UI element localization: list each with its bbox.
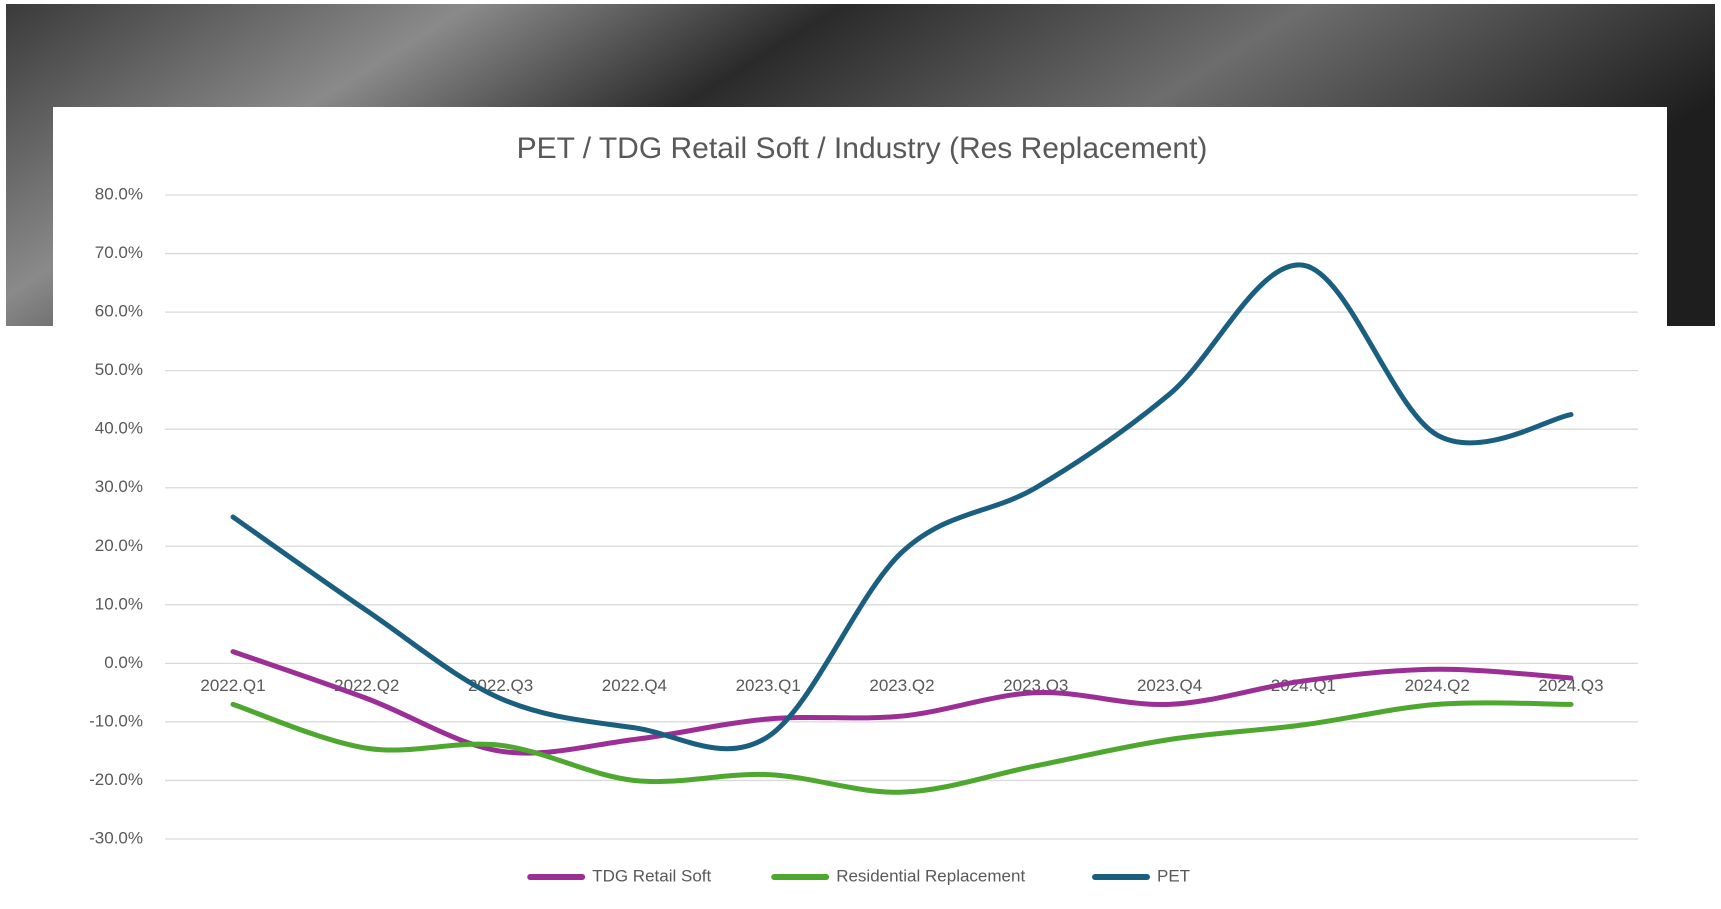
y-tick-label: 20.0% [95,536,143,555]
y-tick-label: 40.0% [95,419,143,438]
x-tick-label: 2022.Q4 [602,676,667,695]
x-tick-label: 2023.Q3 [1003,676,1068,695]
legend-label: Residential Replacement [836,866,1025,885]
x-tick-label: 2023.Q4 [1137,676,1202,695]
y-tick-label: 10.0% [95,594,143,613]
x-tick-label: 2022.Q1 [200,676,265,695]
x-tick-label: 2023.Q2 [869,676,934,695]
legend-label: PET [1157,866,1190,885]
chart-panel [53,107,1667,907]
y-tick-label: -20.0% [89,770,143,789]
y-tick-label: 30.0% [95,477,143,496]
x-tick-label: 2024.Q3 [1538,676,1603,695]
x-tick-label: 2024.Q2 [1405,676,1470,695]
y-tick-label: -10.0% [89,711,143,730]
chart-title: PET / TDG Retail Soft / Industry (Res Re… [517,132,1208,165]
y-tick-label: 0.0% [104,653,143,672]
y-tick-label: 60.0% [95,302,143,321]
series-line [230,649,1574,756]
legend-label: TDG Retail Soft [592,866,711,885]
y-tick-label: 80.0% [95,184,143,203]
series-line [230,700,1574,795]
y-tick-label: -30.0% [89,828,143,847]
x-tick-label: 2023.Q1 [736,676,801,695]
series-line [230,262,1574,752]
y-tick-label: 50.0% [95,360,143,379]
y-tick-label: 70.0% [95,243,143,262]
